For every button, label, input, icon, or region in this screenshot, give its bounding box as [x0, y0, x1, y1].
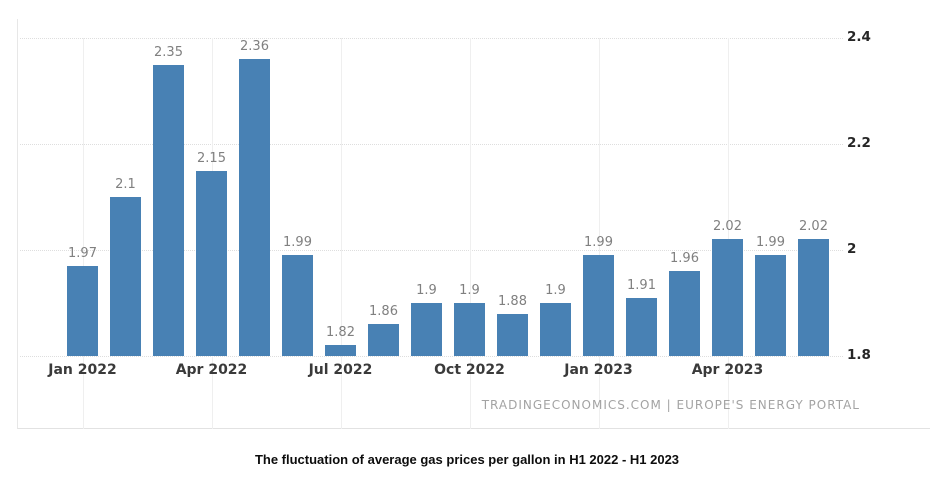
- bar-sep-2022[interactable]: [411, 303, 442, 356]
- gridline-vertical: [340, 38, 342, 429]
- x-tick-label: Apr 2023: [691, 362, 764, 378]
- x-tick-label: Jan 2023: [564, 362, 633, 378]
- bar-value-label: 1.9: [459, 283, 480, 298]
- y-axis-label: 2.2: [847, 135, 871, 151]
- bar-value-label: 1.9: [416, 283, 437, 298]
- bar-value-label: 2.35: [154, 44, 183, 60]
- bar-value-label: 1.88: [498, 293, 527, 309]
- y-axis-label: 1.8: [847, 347, 871, 363]
- x-tick-label: Oct 2022: [434, 362, 505, 378]
- bar-value-label: 2.1: [115, 177, 136, 192]
- watermark: TRADINGECONOMICS.COM | EUROPE'S ENERGY P…: [481, 398, 860, 412]
- x-tick-label: Apr 2022: [175, 362, 248, 378]
- y-axis-label: 2.4: [847, 29, 871, 45]
- gridline-vertical: [727, 38, 729, 429]
- gridline-horizontal: [20, 356, 843, 357]
- bar-jul-2022[interactable]: [325, 345, 356, 356]
- bar-dec-2022[interactable]: [540, 303, 571, 356]
- bar-value-label: 1.99: [584, 235, 613, 251]
- bar-value-label: 1.82: [326, 325, 355, 341]
- y-axis-label: 2: [847, 241, 857, 257]
- gridline-vertical: [598, 38, 600, 429]
- bar-value-label: 1.97: [68, 245, 97, 261]
- bar-apr-2023[interactable]: [712, 239, 743, 356]
- bar-nov-2022[interactable]: [497, 313, 528, 356]
- bar-value-label: 1.99: [283, 235, 312, 251]
- bar-value-label: 2.02: [799, 219, 828, 235]
- bar-oct-2022[interactable]: [454, 303, 485, 356]
- bar-value-label: 1.86: [369, 304, 398, 320]
- bar-value-label: 1.91: [627, 277, 656, 293]
- bar-feb-2022[interactable]: [110, 197, 141, 356]
- bar-feb-2023[interactable]: [626, 297, 657, 356]
- gridline-vertical: [82, 38, 84, 429]
- bar-value-label: 1.9: [545, 283, 566, 298]
- x-tick-label: Jul 2022: [308, 362, 373, 378]
- bar-aug-2022[interactable]: [368, 324, 399, 356]
- gridline-horizontal: [20, 144, 843, 145]
- bar-mar-2023[interactable]: [669, 271, 700, 356]
- bar-value-label: 2.36: [240, 39, 269, 55]
- bar-jan-2022[interactable]: [67, 265, 98, 356]
- bar-may-2023[interactable]: [755, 255, 786, 356]
- gridline-horizontal: [20, 38, 843, 39]
- bar-jun-2022[interactable]: [282, 255, 313, 356]
- bar-jun-2023[interactable]: [798, 239, 829, 356]
- x-tick-label: Jan 2022: [48, 362, 117, 378]
- chart-caption: The fluctuation of average gas prices pe…: [254, 452, 680, 467]
- bar-value-label: 2.15: [197, 150, 226, 166]
- bar-may-2022[interactable]: [239, 59, 270, 356]
- bar-value-label: 1.99: [756, 235, 785, 251]
- bar-jan-2023[interactable]: [583, 255, 614, 356]
- gridline-vertical: [469, 38, 471, 429]
- bar-value-label: 2.02: [713, 219, 742, 235]
- bar-apr-2022[interactable]: [196, 170, 227, 356]
- plot-frame: [17, 19, 930, 429]
- bar-mar-2022[interactable]: [153, 64, 184, 356]
- gridline-horizontal: [20, 250, 843, 251]
- bar-value-label: 1.96: [670, 251, 699, 267]
